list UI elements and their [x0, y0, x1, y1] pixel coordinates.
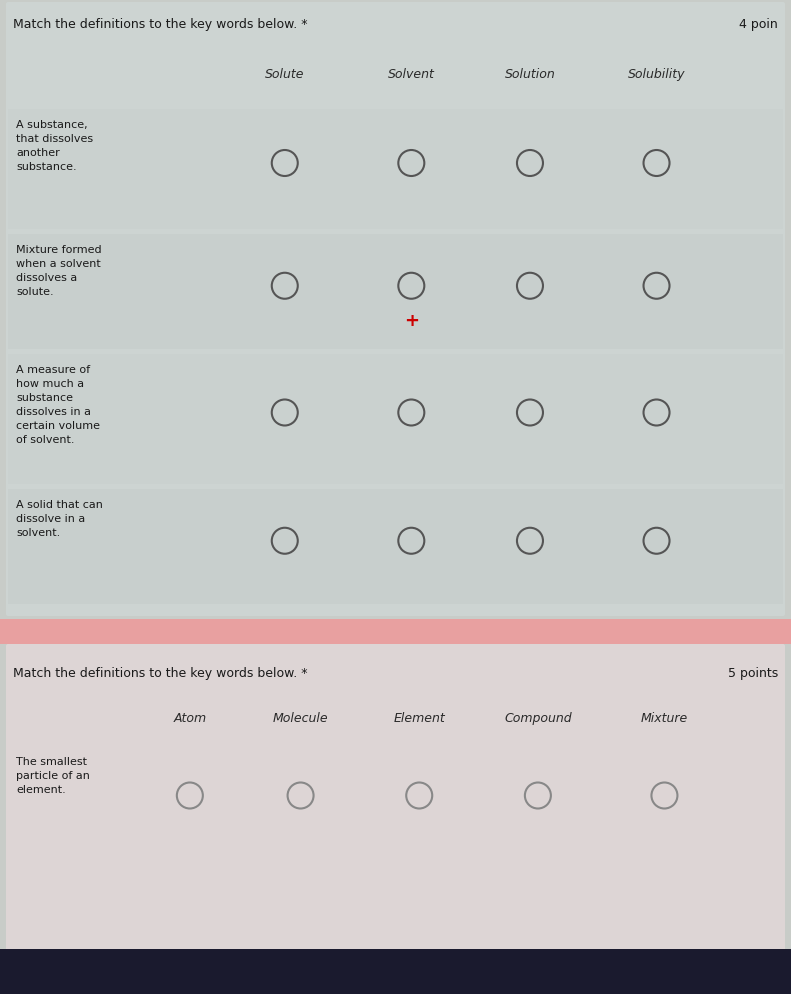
Text: Match the definitions to the key words below. *: Match the definitions to the key words b… [13, 18, 308, 31]
Text: The smallest
particle of an
element.: The smallest particle of an element. [16, 756, 90, 794]
Text: Solute: Solute [265, 68, 305, 81]
FancyBboxPatch shape [8, 110, 783, 230]
FancyBboxPatch shape [0, 949, 791, 994]
Text: +: + [404, 312, 418, 330]
Circle shape [644, 273, 669, 299]
Text: A solid that can
dissolve in a
solvent.: A solid that can dissolve in a solvent. [16, 500, 103, 538]
Circle shape [517, 151, 543, 177]
Circle shape [272, 401, 297, 426]
Circle shape [517, 273, 543, 299]
Text: Solution: Solution [505, 68, 555, 81]
Circle shape [272, 528, 297, 555]
Text: Element: Element [393, 712, 445, 725]
FancyBboxPatch shape [8, 355, 783, 484]
FancyBboxPatch shape [6, 3, 785, 616]
Circle shape [399, 273, 424, 299]
Text: A substance,
that dissolves
another
substance.: A substance, that dissolves another subs… [16, 120, 93, 172]
Circle shape [272, 151, 297, 177]
Circle shape [288, 782, 313, 809]
Circle shape [517, 401, 543, 426]
Text: Solubility: Solubility [628, 68, 685, 81]
Circle shape [525, 782, 551, 809]
Circle shape [407, 782, 432, 809]
Text: Solvent: Solvent [388, 68, 435, 81]
Circle shape [399, 151, 424, 177]
Text: Match the definitions to the key words below. *: Match the definitions to the key words b… [13, 666, 308, 679]
Circle shape [644, 401, 669, 426]
Circle shape [644, 151, 669, 177]
Text: 4 poin: 4 poin [740, 18, 778, 31]
FancyBboxPatch shape [0, 619, 791, 644]
Circle shape [177, 782, 202, 809]
Text: 5 points: 5 points [728, 666, 778, 679]
Text: Compound: Compound [504, 712, 572, 725]
Circle shape [517, 528, 543, 555]
Circle shape [399, 528, 424, 555]
FancyBboxPatch shape [8, 235, 783, 350]
Text: Atom: Atom [173, 712, 206, 725]
Circle shape [644, 528, 669, 555]
FancyBboxPatch shape [8, 489, 783, 604]
FancyBboxPatch shape [6, 644, 785, 951]
Circle shape [399, 401, 424, 426]
Text: Mixture formed
when a solvent
dissolves a
solute.: Mixture formed when a solvent dissolves … [16, 245, 101, 296]
Circle shape [272, 273, 297, 299]
Text: A measure of
how much a
substance
dissolves in a
certain volume
of solvent.: A measure of how much a substance dissol… [16, 365, 100, 444]
Text: Mixture: Mixture [641, 712, 688, 725]
Text: Molecule: Molecule [273, 712, 328, 725]
Circle shape [652, 782, 677, 809]
